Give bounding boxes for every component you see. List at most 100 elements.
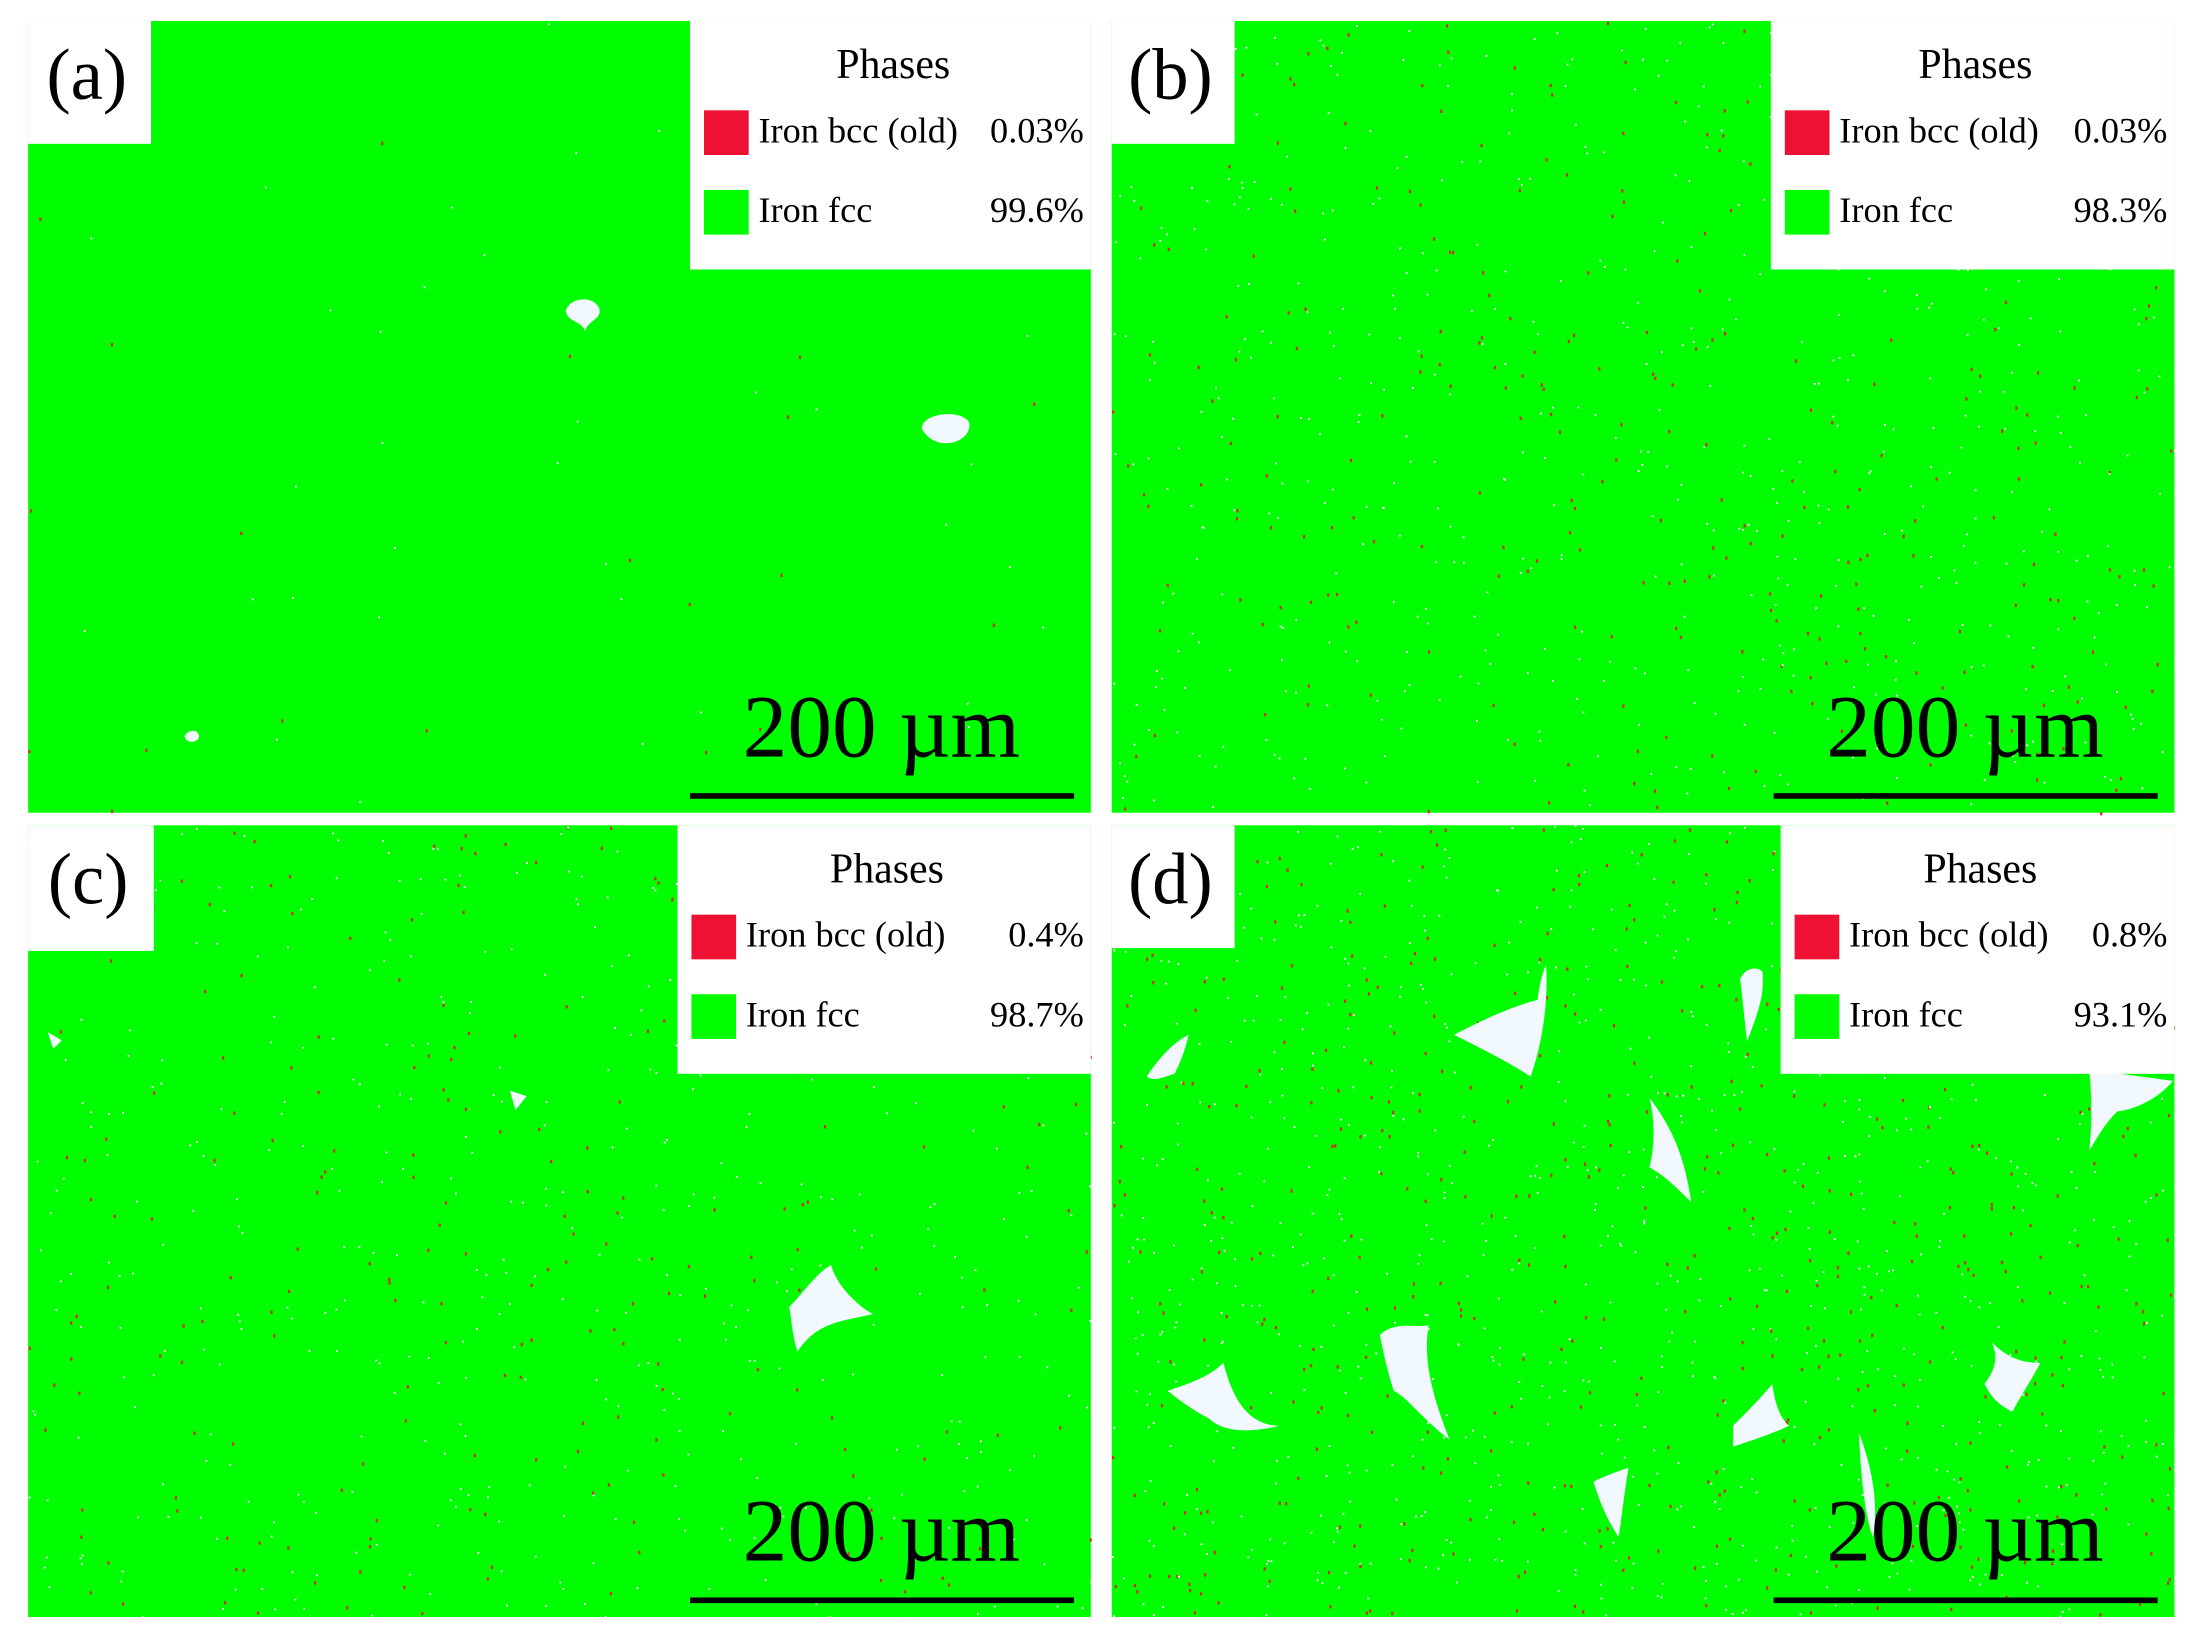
speckle [1705,146,1708,149]
speckle [1142,1157,1145,1160]
speckle [2016,1166,2019,1169]
speckle [1587,271,1590,275]
speckle [2170,449,2173,453]
speckle [2036,778,2039,782]
speckle [1336,835,1339,838]
speckle [1408,1558,1411,1563]
speckle [1930,466,1933,468]
speckle [484,950,487,953]
speckle [1355,1290,1358,1293]
speckle [1571,1339,1574,1343]
speckle [2007,635,2010,638]
speckle [607,1483,611,1487]
speckle [1847,560,1850,565]
speckle [2108,568,2112,572]
speckle [1527,1263,1531,1267]
speckle [2083,1520,2086,1522]
speckle [1423,914,1426,917]
speckle [1709,384,1712,387]
speckle [236,1198,239,1201]
speckle [1430,1238,1433,1241]
speckle [295,485,297,488]
speckle [1565,173,1569,177]
speckle [1309,788,1312,790]
speckle [1299,926,1302,928]
speckle [429,1593,432,1595]
speckle [1729,1297,1732,1301]
speckle [1068,1394,1071,1397]
speckle [1536,906,1538,909]
legend-swatch [704,110,749,156]
speckle [618,1100,621,1104]
speckle [1676,259,1679,263]
speckle [1828,1189,1831,1193]
speckle [464,1107,468,1112]
speckle [1365,505,1368,508]
speckle [1852,354,1855,357]
speckle [1578,548,1582,552]
speckle [704,1294,707,1298]
speckle [454,1505,457,1508]
speckle [229,1276,232,1280]
speckle [1633,1061,1636,1065]
speckle [1586,978,1589,980]
speckle [519,1375,522,1379]
speckle [2098,1559,2101,1562]
speckle [1440,1471,1443,1475]
speckle [1200,1592,1203,1596]
speckle [1841,1557,1844,1561]
speckle [516,871,519,874]
speckle [2087,1284,2090,1289]
speckle [470,1001,473,1003]
speckle [204,990,207,994]
speckle [2143,1321,2146,1326]
speckle [182,1324,185,1328]
speckle [1690,1085,1693,1089]
speckle [1362,543,1365,546]
speckle [1153,1252,1156,1254]
speckle [605,562,607,565]
speckle [1283,1040,1286,1045]
speckle [1289,187,1292,191]
speckle [1850,1192,1853,1197]
speckle [2156,662,2159,667]
speckle [203,1348,206,1351]
speckle [1817,1365,1821,1369]
speckle [1309,600,1313,605]
speckle [966,1457,969,1460]
speckle [1958,1481,1961,1484]
speckle [1617,1187,1619,1190]
speckle [1002,1218,1005,1220]
speckle [1917,1294,1919,1297]
speckle [1759,85,1762,88]
legend-name: Iron bcc (old) [758,110,958,150]
speckle [1546,931,1549,936]
speckle [1446,1026,1448,1029]
speckle [316,1574,318,1577]
speckle [923,1457,926,1461]
speckle [1176,1575,1179,1579]
speckle [1844,1100,1846,1103]
speckle [176,1509,179,1513]
speckle [1535,559,1539,563]
speckle [1343,1177,1346,1180]
speckle [1720,1305,1722,1308]
speckle [1435,561,1438,564]
speckle [1124,950,1127,953]
speckle [1034,1313,1037,1316]
speckle [1782,1439,1785,1443]
speckle [221,1056,225,1060]
speckle [1490,1214,1493,1218]
speckle [1419,203,1422,207]
speckle [189,1144,192,1147]
speckle [2099,1430,2102,1433]
speckle [1203,1199,1206,1203]
speckle [340,1488,344,1493]
speckle [1714,1377,1717,1380]
speckle [1347,1413,1350,1418]
speckle [1814,1344,1817,1347]
speckle [1926,1160,1929,1163]
speckle [2032,740,2034,743]
speckle [408,1355,411,1358]
